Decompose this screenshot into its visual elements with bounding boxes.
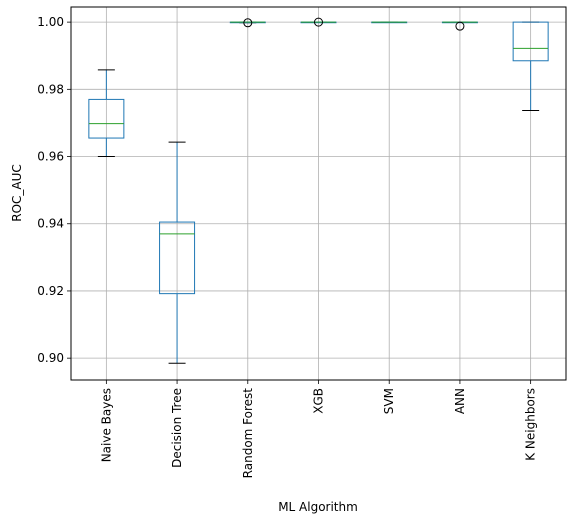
outlier-point <box>243 18 253 28</box>
y-tick-label: 0.90 <box>37 351 64 365</box>
x-tick-label: SVM <box>382 388 396 414</box>
x-axis: Naive Bayes Decision Tree Random Forest XGB… <box>99 380 538 479</box>
x-axis-label: ML Algorithm <box>278 500 358 514</box>
y-tick-label: 1.00 <box>37 15 64 29</box>
box-naive-bayes <box>88 69 125 158</box>
iqr-box <box>512 21 549 62</box>
box-ann <box>441 21 478 31</box>
y-tick-label: 0.98 <box>37 82 64 96</box>
y-axis: 0.90 0.92 0.94 0.96 0.98 1.00 <box>37 15 71 365</box>
x-tick-label: Random Forest <box>241 388 255 479</box>
outlier-point <box>455 21 465 31</box>
box-xgb <box>300 17 337 27</box>
box-decision-tree <box>159 141 196 364</box>
y-tick-label: 0.96 <box>37 150 64 164</box>
iqr-box <box>88 98 125 139</box>
y-axis-label: ROC_AUC <box>10 164 24 222</box>
outlier-point <box>314 17 323 27</box>
iqr-box <box>159 221 196 295</box>
x-tick-label: ANN <box>453 388 467 414</box>
y-tick-label: 0.94 <box>37 217 64 231</box>
x-tick-label: Decision Tree <box>170 388 184 468</box>
box-random-forest <box>229 18 266 28</box>
boxes-layer <box>88 17 549 364</box>
x-tick-label: XGB <box>312 388 326 414</box>
box-k-neighbors <box>512 21 549 111</box>
box-svm <box>371 21 408 24</box>
x-tick-label: Naive Bayes <box>99 388 113 462</box>
y-tick-label: 0.92 <box>37 284 64 298</box>
grid-layer <box>71 7 566 380</box>
x-tick-label: K Neighbors <box>524 388 538 461</box>
